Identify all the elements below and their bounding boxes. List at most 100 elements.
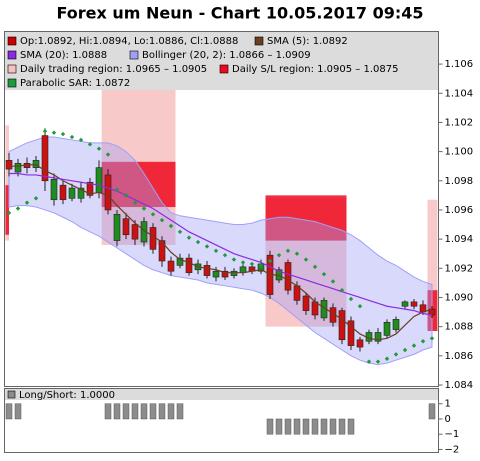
legend-label: Op:1.0892, Hi:1.0894, Lo:1.0886, Cl:1.08… [20,36,238,47]
sar-dot [150,212,156,217]
sar-dot [339,287,345,293]
y-tick-label: 1.092 [445,263,474,274]
sar-dot [276,252,282,258]
indicator-line [9,172,433,316]
sar-dot [249,261,255,267]
candle-body [284,262,292,291]
candle-body [176,257,184,266]
bar [167,403,175,420]
candle-body [410,301,418,307]
candle-body [221,270,229,278]
y-tick-label: 1.102 [445,117,474,128]
sar-dot [168,223,174,229]
sar-dot [222,252,228,258]
bar [266,418,274,435]
candle-body [401,301,409,307]
sar-dot [15,206,21,211]
sar-dot [213,248,219,254]
region [5,125,9,241]
y-tick-label: −1 [445,429,460,440]
bar [131,403,139,420]
y-tick-label: 0 [445,414,451,425]
bar [320,418,328,435]
candle-body [5,160,13,170]
y-tick-label: 1.100 [445,147,474,158]
legend-label: Daily trading region: 1.0965 – 1.0905 [20,64,207,75]
candle-body [338,310,346,341]
sar-dot [231,257,237,262]
region [265,195,347,241]
bar [284,418,292,435]
region [5,185,9,235]
main-panel [4,31,439,387]
bar [14,403,22,420]
sar-dot [366,359,372,364]
legend-label: SMA (20): 1.0888 [20,50,107,61]
bar [104,403,112,420]
y-tick-label: 1 [445,399,451,410]
sar-dot [78,137,84,143]
candle-body [167,260,175,272]
candle-body [356,339,364,348]
candle-body [122,218,130,236]
y-tick-label: 1.106 [445,59,474,70]
legend-swatch [254,36,264,46]
bar [113,403,121,420]
candle-body [149,227,157,250]
region [427,199,438,330]
y-tick-label: 1.088 [445,322,474,333]
candle-body [230,270,238,276]
sar-dot [357,304,363,309]
sar-dot [51,130,57,135]
sar-dot [33,196,39,201]
legend-swatch [7,50,17,60]
candle-body [77,187,85,199]
sar-dot [69,134,75,140]
bar [329,418,337,435]
y-tick-label: 1.096 [445,205,474,216]
bar [275,418,283,435]
candle-body [347,320,355,346]
y-tick-label: −2 [445,444,460,455]
sar-dot [42,128,48,134]
y-tick-label: 1.094 [445,234,474,245]
bar [158,403,166,420]
y-tick-label: 1.084 [445,380,474,391]
sar-dot [177,229,183,235]
sar-dot [159,217,165,223]
legend-box [5,32,438,90]
bar [293,418,301,435]
sar-dot [294,251,300,256]
bar [311,418,319,435]
bar [140,403,148,420]
bar [122,403,130,420]
legend-swatch [7,78,17,88]
panel-title: Long/Short: 1.0000 [19,390,115,401]
indicator-line [9,164,433,341]
sar-dot [321,271,327,277]
candle-body [374,332,382,342]
sar-dot [123,193,129,198]
sar-dot [312,264,318,270]
candle-body [86,181,94,196]
candle-body [41,135,49,182]
sar-dot [6,210,12,216]
candle-body [392,319,400,330]
sar-dot [285,248,291,254]
legend-swatch [7,64,17,74]
sar-dot [186,235,192,240]
sar-dot [429,336,435,341]
sar-dot [258,263,264,268]
candle-body [383,321,391,336]
bar [347,418,355,435]
sar-dot [204,244,210,249]
y-tick-label: 1.098 [445,176,474,187]
sar-dot [330,279,336,284]
sar-dot [375,359,381,364]
y-tick-label: 1.104 [445,88,474,99]
candle-body [50,179,58,201]
sar-dot [24,200,30,205]
candle-body [203,265,211,276]
candle-body [32,160,40,168]
